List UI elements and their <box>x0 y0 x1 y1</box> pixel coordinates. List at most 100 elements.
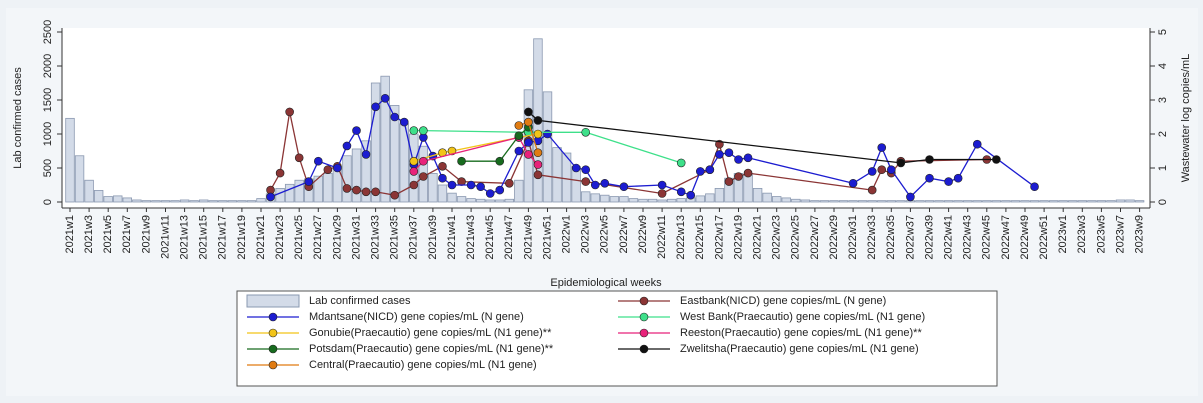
bar <box>323 173 333 203</box>
point <box>313 156 323 166</box>
bar <box>485 199 495 203</box>
point <box>514 131 524 140</box>
legend <box>236 290 998 387</box>
point <box>1030 182 1039 191</box>
line-segment <box>890 169 911 198</box>
bar <box>657 199 667 203</box>
point <box>409 126 419 135</box>
point <box>715 150 724 159</box>
bar <box>695 195 705 203</box>
point <box>734 172 743 181</box>
y-tick-label: 1000 <box>42 122 54 146</box>
point <box>867 185 877 195</box>
point <box>533 129 543 139</box>
x-tick-label: 2021w33 <box>370 215 382 260</box>
point <box>533 160 543 169</box>
point <box>399 117 409 127</box>
bar <box>351 148 362 203</box>
bar <box>991 200 1002 203</box>
x-tick-label: 2022w13 <box>675 215 687 260</box>
point <box>485 189 495 198</box>
line-segment <box>289 111 300 158</box>
bar <box>199 199 209 203</box>
point <box>457 156 466 166</box>
x-tick-label: 2023w3 <box>1076 215 1088 254</box>
x-tick-label: 2022w45 <box>981 215 993 260</box>
line-segment <box>423 129 529 133</box>
point <box>524 138 533 147</box>
bar <box>934 200 944 203</box>
x-tick-label: 2022w51 <box>1038 215 1050 260</box>
point <box>533 148 543 157</box>
bar <box>1134 200 1145 203</box>
legend-label: Mdantsane(NICD) gene copies/mL (N gene) <box>309 311 524 323</box>
bar <box>93 190 104 203</box>
point <box>352 126 361 135</box>
x-tick-label: 2021w41 <box>446 215 458 260</box>
bar <box>647 198 658 203</box>
point <box>724 177 734 186</box>
legend-label: Zwelitsha(Praecautio) gene copies/mL (N1… <box>680 343 919 355</box>
point <box>409 156 419 166</box>
bar <box>208 200 218 203</box>
bar <box>495 199 505 203</box>
x-tick-label: 2022w29 <box>828 215 840 260</box>
point <box>953 173 963 183</box>
bar <box>943 200 954 203</box>
bar <box>819 200 830 203</box>
bar <box>838 200 849 203</box>
point <box>495 185 505 195</box>
point <box>371 187 380 197</box>
x-tick-label: 2021w39 <box>427 215 439 260</box>
bar <box>113 195 123 203</box>
x-tick-label: 2021w1 <box>64 215 76 254</box>
bar <box>514 179 524 203</box>
line-segment <box>900 158 930 164</box>
point <box>619 182 629 191</box>
x-tick-label: 2022w41 <box>943 215 955 260</box>
bar <box>848 200 858 203</box>
point <box>925 155 934 164</box>
legend-marker <box>639 328 649 338</box>
point <box>705 165 715 174</box>
bar <box>896 200 906 203</box>
point <box>419 156 428 166</box>
y-tick-label: 2500 <box>42 20 54 44</box>
x-axis-title: Epidemiological weeks <box>550 277 662 289</box>
legend-marker <box>639 312 649 322</box>
x-tick-label: 2022w39 <box>923 215 935 260</box>
point <box>972 139 982 149</box>
x-tick-label: 2023w5 <box>1095 215 1107 254</box>
point <box>724 148 734 157</box>
legend-label: Gonubie(Praecautio) gene copies/mL (N1 g… <box>309 327 552 339</box>
bar <box>552 147 562 203</box>
bar <box>428 173 438 203</box>
point <box>925 173 934 183</box>
point <box>419 126 428 135</box>
x-tick-label: 2022w31 <box>847 215 859 260</box>
line-segment <box>499 150 520 191</box>
line-segment <box>547 133 577 169</box>
x-tick-label: 2021w35 <box>389 215 401 260</box>
x-tick-label: 2021w7 <box>121 215 133 254</box>
x-tick-label: 2022w11 <box>656 215 668 259</box>
point <box>419 172 428 181</box>
bar <box>581 191 591 203</box>
point <box>695 167 705 176</box>
point <box>992 155 1001 164</box>
x-tick-label: 2021w25 <box>293 215 305 260</box>
legend-label: Central(Praecautio) gene copies/mL (N1 g… <box>309 359 537 371</box>
x-tick-label: 2022w27 <box>809 215 821 260</box>
bar <box>1020 200 1030 203</box>
point <box>676 158 686 168</box>
bar <box>179 199 190 203</box>
line-segment <box>499 135 520 162</box>
x-tick-label: 2023w7 <box>1114 215 1126 254</box>
bar <box>1048 200 1059 203</box>
x-tick-label: 2021w43 <box>465 215 477 260</box>
bar <box>609 196 620 203</box>
bar <box>619 196 629 203</box>
y2-tick-label: 4 <box>1157 63 1169 69</box>
x-tick-label: 2021w13 <box>179 215 191 260</box>
